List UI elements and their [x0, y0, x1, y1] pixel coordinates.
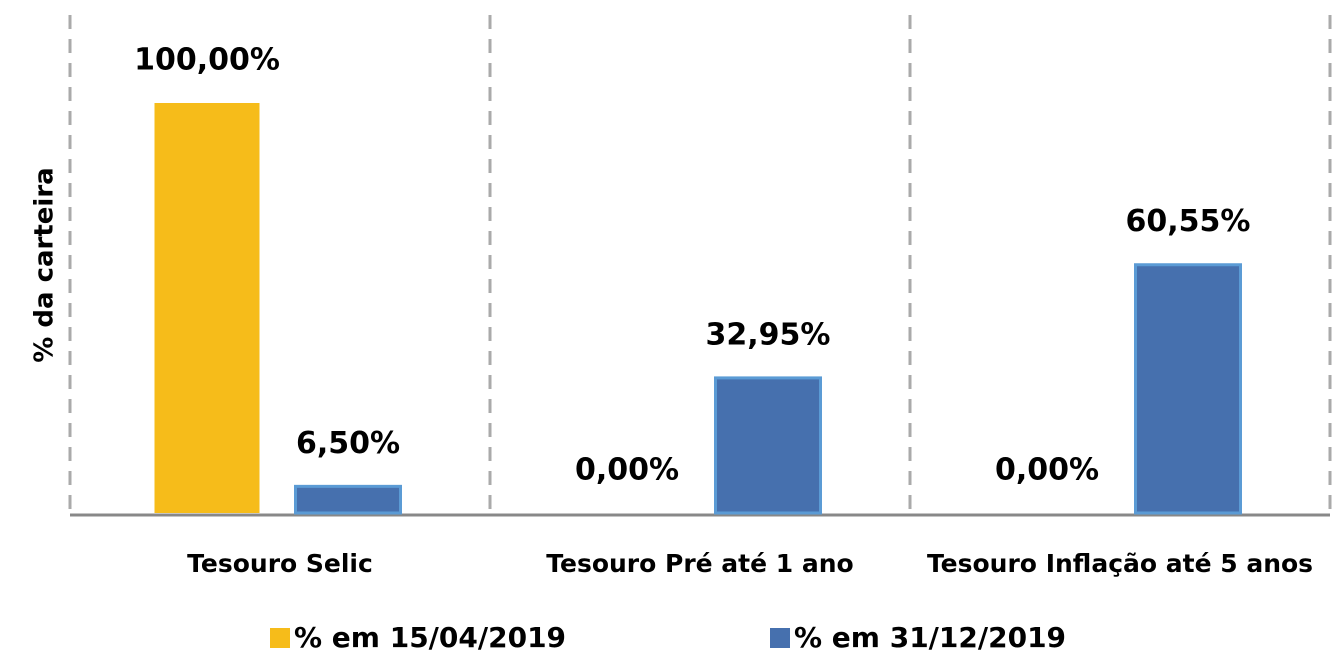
- value-label: 32,95%: [706, 317, 831, 352]
- x-tick-label: Tesouro Inflação até 5 anos: [927, 549, 1313, 578]
- legend-label: % em 31/12/2019: [794, 621, 1066, 654]
- bar: [154, 103, 260, 513]
- value-label: 100,00%: [134, 43, 280, 78]
- value-label: 0,00%: [995, 453, 1099, 488]
- y-axis-label: % da carteira: [30, 167, 60, 362]
- x-tick-label: Tesouro Pré até 1 ano: [546, 549, 853, 578]
- bar: [1134, 263, 1242, 515]
- value-label: 6,50%: [296, 426, 400, 461]
- legend-label: % em 15/04/2019: [294, 621, 566, 654]
- x-tick-label: Tesouro Selic: [187, 549, 373, 578]
- legend-swatch: [770, 628, 790, 648]
- value-label: 60,55%: [1126, 204, 1251, 239]
- legend-swatch: [270, 628, 290, 648]
- bar: [294, 484, 402, 515]
- bar: [714, 376, 822, 515]
- value-label: 0,00%: [575, 453, 679, 488]
